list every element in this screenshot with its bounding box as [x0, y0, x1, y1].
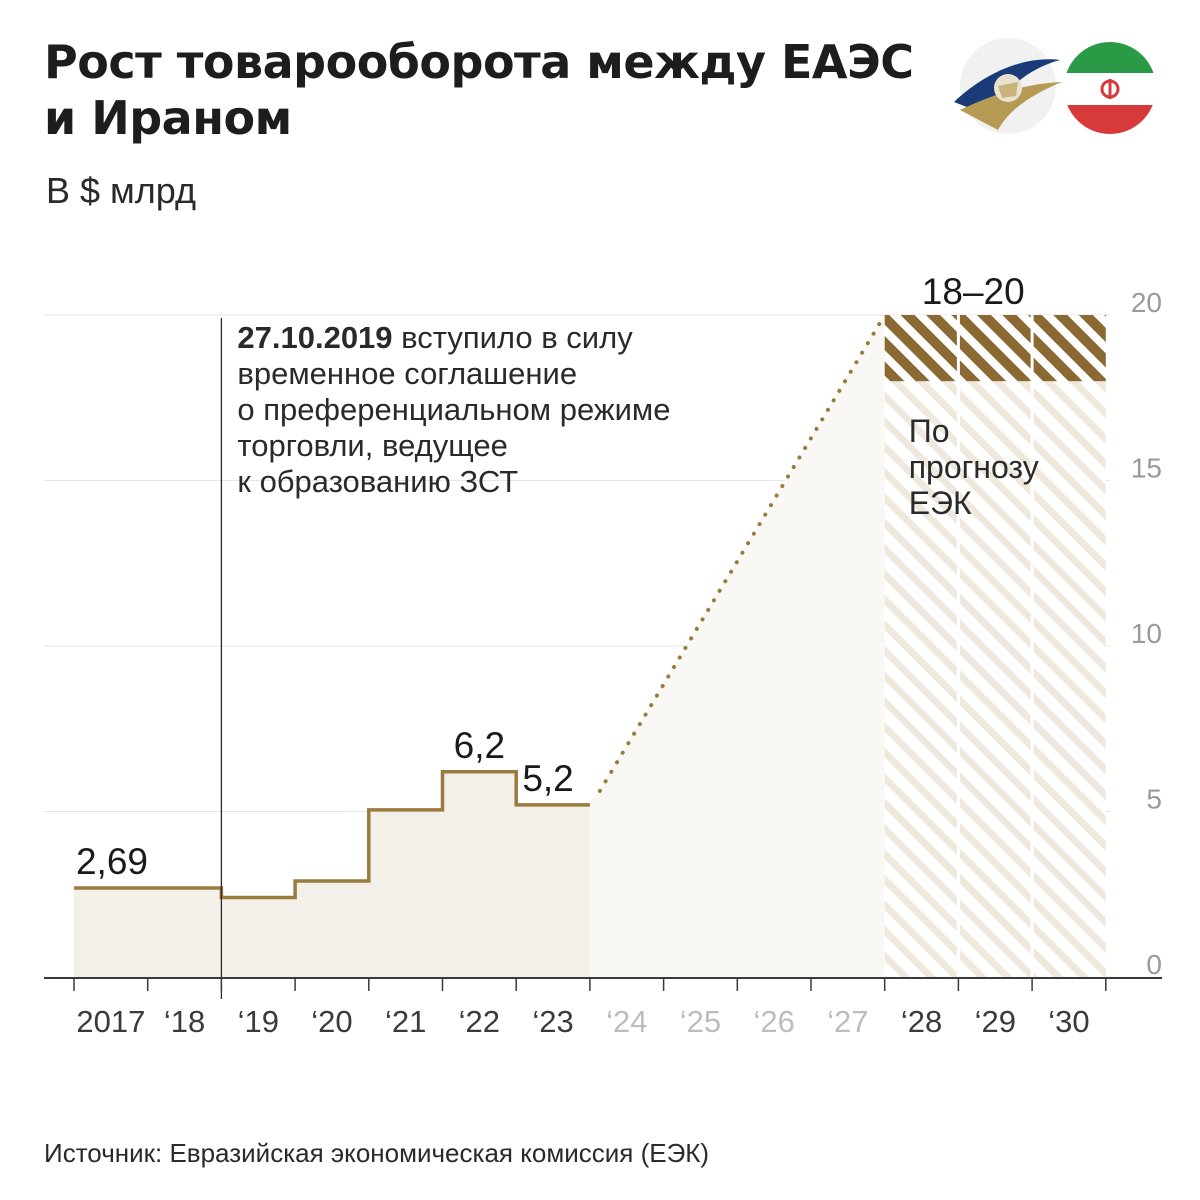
- value-label-2022: 6,2: [454, 725, 505, 766]
- y-tick-label-15: 15: [1131, 453, 1162, 484]
- x-tick-label-2: ‘19: [238, 1004, 279, 1039]
- forecast-note-line-0: По: [909, 413, 950, 449]
- title-line-1: Рост товарооборота между ЕАЭС: [44, 35, 914, 89]
- x-tick-label-10: ‘27: [827, 1004, 868, 1039]
- page-title: Рост товарооборота между ЕАЭС и Ираном: [44, 34, 944, 146]
- annotation-text-line-1: временное соглашение: [237, 356, 577, 391]
- value-label-2017: 2,69: [76, 841, 148, 882]
- history-area: [74, 771, 590, 977]
- x-tick-label-7: ‘24: [606, 1004, 647, 1039]
- forecast-trend-line: [597, 313, 887, 793]
- annotation-text-0: вступило в силу: [393, 320, 634, 355]
- forecast-range-hatch: [884, 315, 1106, 382]
- annotation-text-line-2: о преференциальном режиме: [237, 392, 670, 427]
- forecast-note-line-2: ЕЭК: [909, 485, 972, 521]
- annotation-text-line-3: торговли, ведущее: [237, 428, 508, 463]
- x-tick-label-4: ‘21: [385, 1004, 426, 1039]
- y-tick-label-0: 0: [1146, 949, 1162, 980]
- source-note: Источник: Евразийская экономическая коми…: [44, 1138, 710, 1168]
- x-axis: 2017 ‘18 ‘19 ‘20 ‘21 ‘22 ‘23 ‘24 ‘25 ‘26 ‘27 ‘28 ‘29…: [44, 977, 1162, 1039]
- forecast-range-label: 18–20: [922, 271, 1025, 312]
- forecast-area: [589, 315, 1106, 977]
- x-tick-label-5: ‘22: [459, 1004, 500, 1039]
- x-tick-label-9: ‘26: [753, 1004, 794, 1039]
- y-tick-label-10: 10: [1131, 618, 1162, 649]
- x-tick-label-6: ‘23: [532, 1004, 573, 1039]
- x-tick-label-12: ‘29: [975, 1004, 1016, 1039]
- annotation-text-line-0: 27.10.2019 вступило в силу: [237, 320, 633, 355]
- title-line-2: и Ираном: [44, 91, 292, 145]
- unit-label: В $ млрд: [46, 170, 196, 211]
- x-tick-label-13: ‘30: [1048, 1004, 1089, 1039]
- x-tick-label-8: ‘25: [680, 1004, 721, 1039]
- annotation-date: 27.10.2019: [237, 320, 392, 355]
- x-tick-label-11: ‘28: [901, 1004, 942, 1039]
- eaeu-emblem-icon: [954, 38, 1062, 134]
- x-tick-label-3: ‘20: [311, 1004, 352, 1039]
- history-fill: [74, 771, 590, 977]
- y-tick-label-5: 5: [1146, 784, 1162, 815]
- logos: [954, 38, 1156, 134]
- x-tick-label-0: 2017: [76, 1004, 145, 1039]
- value-label-2023: 5,2: [522, 758, 573, 799]
- trend-area: [589, 315, 885, 977]
- y-axis: 0 5 10 15 20: [1131, 287, 1162, 980]
- y-tick-label-20: 20: [1131, 287, 1162, 318]
- forecast-note-line-1: прогнозу: [909, 449, 1039, 485]
- forecast-light-hatch: [884, 381, 1106, 977]
- annotation-text-line-4: к образованию ЗСТ: [237, 464, 518, 499]
- x-tick-label-1: ‘18: [164, 1004, 205, 1039]
